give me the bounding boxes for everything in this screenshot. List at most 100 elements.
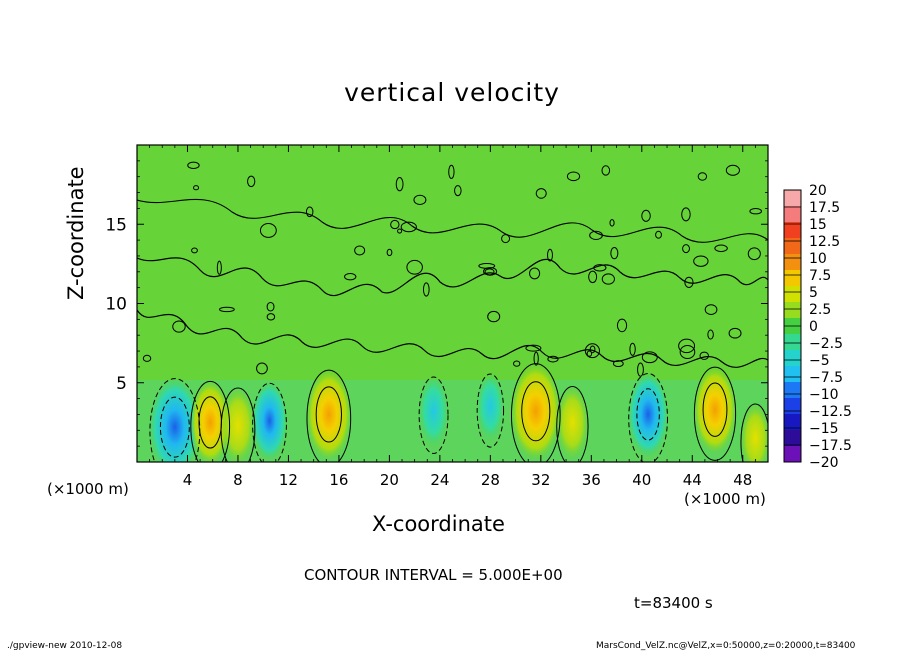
y-axis: 5 10 15 (105, 160, 768, 447)
cell-contour-inner (702, 382, 728, 437)
small-contour-loop (266, 313, 276, 321)
small-contour-loop (697, 172, 708, 181)
colorbar-label: 15 (809, 217, 827, 233)
colorbar-swatch (784, 238, 801, 255)
cell-contour-inner (315, 386, 342, 443)
small-contour-loop (535, 188, 547, 199)
contour-line (137, 257, 768, 297)
x-tick-label: 4 (183, 471, 193, 489)
small-contour-loop (501, 234, 511, 244)
small-contour-loop (406, 259, 423, 275)
colorbar-swatch (784, 398, 801, 415)
small-contour-loop (547, 355, 559, 363)
small-contour-loop (593, 264, 607, 272)
small-contour-loop (601, 165, 611, 176)
x-tick-label: 32 (531, 471, 550, 489)
x-tick-label: 20 (380, 471, 399, 489)
small-contour-loop (616, 318, 628, 333)
small-contour-loop (678, 338, 696, 354)
x-axis: 4 8 12 16 20 24 28 32 36 40 44 48 (149, 145, 756, 489)
colorbar-label: 12.5 (809, 234, 840, 250)
small-contour-loop (191, 247, 198, 254)
colorbar-swatch (784, 222, 801, 239)
small-contour-loop (256, 362, 268, 375)
small-contour-loop (354, 245, 366, 256)
cell-contour (628, 373, 668, 462)
y-tick-label: 10 (105, 295, 127, 315)
small-contour-loop (422, 282, 430, 297)
colorbar-label: −20 (809, 455, 839, 471)
small-contour-loop (483, 267, 498, 276)
cell-contour (740, 403, 768, 462)
small-contour-loop (728, 327, 742, 339)
y-tick-label: 5 (116, 374, 127, 394)
colorbar-label: −17.5 (809, 438, 852, 454)
contour-line (137, 198, 768, 243)
small-contour-loop (641, 209, 651, 222)
colorbar-swatch (784, 286, 801, 303)
small-contour-loop (533, 351, 539, 366)
cell-contour (693, 366, 737, 461)
colorbar-label: 17.5 (809, 200, 840, 216)
velocity-cell (418, 374, 449, 448)
colorbar-label: 10 (809, 251, 827, 267)
velocity-cell (220, 385, 256, 462)
x-tick-label: 44 (683, 471, 702, 489)
small-contour-loop (219, 306, 235, 313)
x-tick-label: 48 (733, 471, 752, 489)
cell-contour (510, 363, 561, 462)
cell-contour (306, 369, 352, 462)
small-contour-loop (679, 344, 696, 360)
chart-title: vertical velocity (344, 78, 560, 107)
colorbar-label: −2.5 (809, 336, 843, 352)
small-contour-loop (413, 194, 427, 205)
small-contour-loop (714, 244, 728, 253)
colorbar-swatch (784, 414, 801, 431)
contour-line (137, 309, 768, 368)
velocity-cell (251, 381, 288, 461)
velocity-cell (555, 384, 589, 461)
footer-file-label: MarsCond_VelZ.nc@VelZ,x=0:50000,z=0:2000… (596, 641, 856, 651)
small-contour-loop (586, 350, 593, 357)
y-tick-label: 15 (105, 215, 127, 235)
colorbar-swatch (784, 382, 801, 399)
small-contour-loop (612, 360, 624, 368)
x-tick-label: 12 (279, 471, 298, 489)
velocity-cell (627, 371, 669, 458)
small-contour-loop (397, 228, 403, 234)
small-contour-loop (704, 304, 718, 315)
small-contour-loop (655, 230, 662, 239)
x-axis-label: X-coordinate (372, 512, 505, 536)
small-contour-loop (513, 360, 521, 367)
x-tick-label: 24 (430, 471, 449, 489)
small-contour-loop (610, 246, 619, 260)
cell-contour (190, 380, 231, 462)
cell-contour (252, 382, 287, 462)
small-contour-loop (395, 177, 404, 192)
colorbar-label: −12.5 (809, 404, 852, 420)
colorbar: 2017.51512.5107.552.50−2.5−5−7.5−10−12.5… (783, 183, 852, 471)
small-contour-loop (749, 207, 762, 215)
contour-interval-text: CONTOUR INTERVAL = 5.000E+00 (304, 566, 563, 584)
colorbar-swatch (784, 302, 801, 319)
colorbar-swatch (784, 254, 801, 271)
small-contour-loop (637, 362, 644, 377)
small-contour-loop (693, 255, 709, 267)
colorbar-swatch (784, 430, 801, 447)
small-contour-loop (589, 230, 603, 240)
cell-contour (418, 376, 449, 454)
small-contour-loop (386, 248, 393, 257)
small-contour-loop (584, 343, 600, 359)
colorbar-swatch (784, 270, 801, 287)
small-contour-loop (525, 344, 542, 352)
small-contour-loop (681, 207, 691, 222)
small-contour-loop (684, 276, 694, 288)
velocity-cell (693, 365, 737, 455)
small-contour-loop (747, 247, 761, 261)
small-contour-loop (259, 222, 277, 238)
small-contour-loop (390, 219, 400, 230)
x-tick-label: 40 (632, 471, 651, 489)
cell-contour (476, 373, 505, 448)
small-contour-loop (707, 329, 714, 340)
small-contour-loop (682, 244, 690, 254)
